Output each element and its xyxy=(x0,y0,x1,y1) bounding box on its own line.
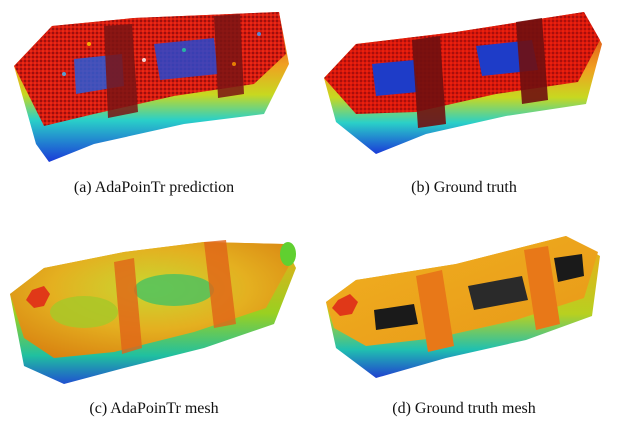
point-cloud-prediction-image xyxy=(14,12,289,162)
panel-d-mesh xyxy=(316,228,614,390)
caption-c: (c) AdaPoinTr mesh xyxy=(89,400,219,417)
adapointr-mesh-image xyxy=(10,240,296,384)
panel-c-mesh xyxy=(4,228,302,390)
caption-a: (a) AdaPoinTr prediction xyxy=(73,179,235,196)
ground-truth-point-cloud-image xyxy=(324,12,602,154)
caption-d: (d) Ground truth mesh xyxy=(392,400,536,417)
ground-truth-mesh-image xyxy=(326,236,600,378)
caption-b: (b) Ground truth xyxy=(411,179,517,196)
panel-b-point-cloud xyxy=(316,4,614,166)
panel-a-point-cloud xyxy=(4,4,302,166)
